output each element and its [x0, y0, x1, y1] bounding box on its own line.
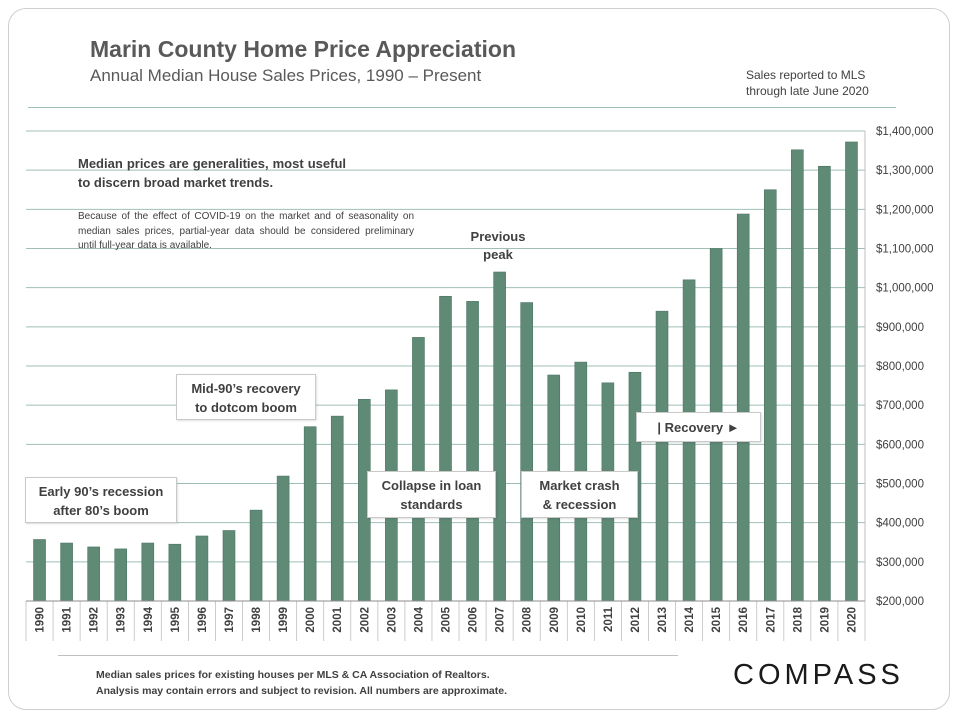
bar-2020	[845, 141, 858, 602]
x-tick-label: 2016	[738, 607, 750, 633]
x-tick-label: 2002	[359, 607, 371, 633]
x-tick-label: 2015	[711, 606, 723, 632]
y-tick-label: $300,000	[876, 557, 924, 569]
y-tick-label: $900,000	[876, 322, 924, 334]
peak-line1: Previous	[470, 229, 526, 244]
x-tick-label: 2020	[846, 607, 858, 633]
mid90s-line1: Mid-90’s recovery	[191, 381, 301, 396]
chart-title: Marin County Home Price Appreciation	[90, 36, 516, 62]
y-tick-label: $200,000	[876, 596, 924, 608]
x-tick-label: 2004	[413, 606, 425, 632]
collapse-line1: Collapse in loan	[381, 478, 482, 493]
x-tick-label: 2008	[522, 606, 534, 632]
bar-2004	[412, 337, 425, 602]
median-note: Median prices are generalities, most use…	[78, 156, 346, 190]
y-tick-label: $600,000	[876, 439, 924, 451]
y-tick-label: $1,200,000	[876, 204, 934, 216]
x-tick-label: 1996	[197, 607, 209, 633]
x-tick-label: 2007	[495, 607, 507, 633]
bar-1999	[276, 475, 290, 602]
x-tick-label: 2013	[657, 607, 669, 633]
y-tick-label: $1,000,000	[876, 283, 934, 295]
x-tick-label: 2017	[765, 607, 777, 633]
x-tick-label: 1999	[278, 607, 290, 633]
bar-2013	[655, 310, 669, 602]
peak-line2: peak	[483, 247, 513, 262]
bar-2018	[791, 149, 804, 602]
x-tick-label: 2005	[441, 606, 453, 632]
x-tick-label: 1993	[116, 607, 128, 633]
x-tick-label: 2018	[792, 606, 804, 632]
early-90s-callout: Early 90’s recession after 80’s boom	[25, 477, 177, 523]
mid-90s-callout: Mid-90’s recovery to dotcom boom	[176, 374, 316, 420]
crash-line2: & recession	[542, 497, 617, 512]
x-tick-label: 2014	[684, 606, 696, 632]
bar-2008	[520, 302, 533, 602]
bar-2006	[466, 301, 479, 602]
bar-1996	[195, 535, 209, 602]
bar-1992	[87, 546, 100, 602]
x-tick-label: 2003	[386, 607, 398, 633]
x-tick-label: 2011	[603, 606, 615, 632]
y-tick-label: $1,300,000	[876, 165, 934, 177]
bar-1995	[168, 543, 182, 602]
previous-peak-label: Previous peak	[448, 228, 548, 264]
x-tick-label: 1997	[224, 607, 236, 633]
early90s-line2: after 80’s boom	[53, 503, 149, 518]
x-tick-label: 1992	[89, 607, 101, 633]
bar-2019	[818, 165, 831, 602]
mls-note: Sales reported to MLS through late June …	[746, 67, 896, 99]
x-tick-label: 1994	[143, 606, 155, 632]
bar-2016	[736, 213, 750, 602]
y-tick-label: $400,000	[876, 518, 924, 530]
bar-2007	[493, 271, 506, 602]
x-tick-label: 2001	[332, 606, 344, 632]
y-tick-label: $1,100,000	[876, 244, 934, 256]
footer-line1: Median sales prices for existing houses …	[96, 669, 490, 681]
x-tick-label: 2009	[549, 607, 561, 633]
title-rule	[28, 107, 896, 108]
footer-line2: Analysis may contain errors and subject …	[96, 685, 507, 697]
y-tick-label: $800,000	[876, 361, 924, 373]
bar-2001	[330, 415, 344, 602]
x-tick-label: 2019	[819, 607, 831, 633]
y-tick-label: $700,000	[876, 400, 924, 412]
x-tick-label: 2006	[468, 607, 480, 633]
bar-1994	[141, 542, 155, 602]
compass-logo: COMPASS	[733, 659, 904, 691]
bar-1990	[33, 539, 46, 602]
chart-subtitle: Annual Median House Sales Prices, 1990 –…	[90, 66, 482, 85]
footer-note: Median sales prices for existing houses …	[96, 667, 507, 699]
x-tick-label: 1998	[251, 606, 263, 632]
recovery-callout: | Recovery ►	[636, 412, 761, 442]
collapse-callout: Collapse in loan standards	[367, 471, 496, 518]
mid90s-line2: to dotcom boom	[195, 400, 297, 415]
y-tick-label: $500,000	[876, 479, 924, 491]
y-tick-label: $1,400,000	[876, 126, 934, 138]
x-tick-label: 2010	[576, 607, 588, 633]
mls-note-line2: through late June 2020	[746, 84, 869, 98]
covid-note: Because of the effect of COVID-19 on the…	[78, 211, 414, 251]
bar-1991	[60, 542, 73, 602]
early90s-line1: Early 90’s recession	[38, 484, 164, 499]
bar-1998	[249, 509, 263, 602]
x-tick-label: 1991	[62, 606, 74, 632]
bar-2000	[303, 426, 317, 602]
bar-2017	[763, 189, 777, 602]
x-tick-label: 1990	[35, 607, 47, 633]
crash-callout: Market crash & recession	[521, 471, 638, 518]
crash-line1: Market crash	[539, 478, 620, 493]
collapse-line2: standards	[400, 497, 463, 512]
bar-2005	[439, 295, 452, 602]
bar-1993	[114, 548, 128, 602]
footer-rule	[58, 655, 678, 656]
x-tick-label: 2000	[305, 607, 317, 633]
recovery-label: | Recovery ►	[657, 420, 740, 435]
x-tick-label: 2012	[630, 607, 642, 633]
x-tick-label: 1995	[170, 606, 182, 632]
mls-note-line1: Sales reported to MLS	[746, 68, 866, 82]
bar-1997	[222, 530, 236, 602]
